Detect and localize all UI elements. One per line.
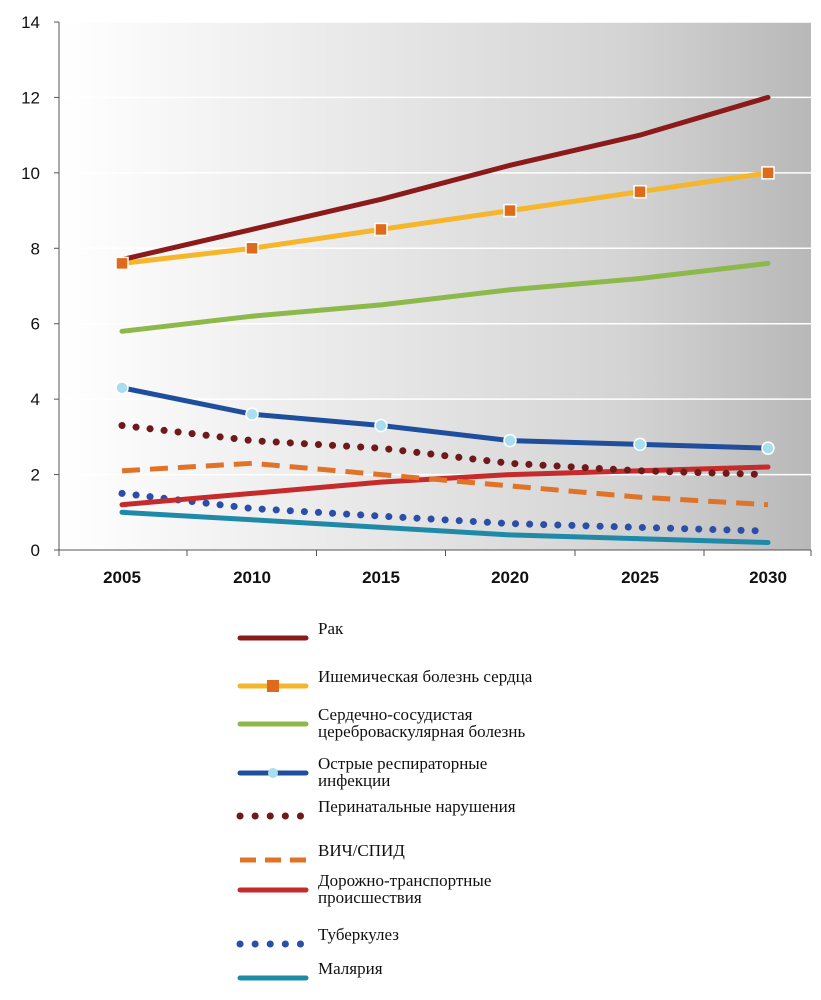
y-tick-label: 14 (21, 13, 40, 32)
legend-label: Малярия (318, 959, 383, 978)
legend-swatch (237, 680, 309, 692)
data-point-marker (115, 381, 129, 395)
series-markers (115, 166, 775, 455)
legend-label: ВИЧ/СПИД (318, 841, 405, 860)
legend-item: Сердечно-сосудистая цереброваскулярная б… (236, 706, 796, 746)
legend-item: Дорожно-транспортные происшествия (236, 872, 796, 912)
plot-background (59, 22, 811, 550)
y-tick-label: 6 (31, 315, 40, 334)
data-point-marker (503, 203, 517, 218)
legend-label: Ишемическая болезнь сердца (318, 667, 533, 686)
y-tick-label: 10 (21, 164, 40, 183)
chart-area: 0 2 4 6 8 10 12 14 2005 2010 2015 2020 2025 2030 (21, 13, 812, 587)
legend-label: Острые респираторные инфекции (318, 754, 488, 790)
legend-label: Дорожно-транспортные происшествия (318, 871, 492, 907)
legend-item: Туберкулез (236, 926, 796, 966)
axes: 0 2 4 6 8 10 12 14 2005 2010 2015 2020 2025 2030 (21, 13, 812, 587)
legend-swatch (237, 887, 309, 893)
x-tick-label: 2015 (362, 568, 400, 587)
series-line (119, 509, 771, 545)
legend-swatch (236, 812, 310, 820)
x-tick-label: 2025 (621, 568, 659, 587)
legend-item: Перинатальные нарушения (236, 798, 796, 838)
data-point-marker (245, 241, 259, 256)
series-line (119, 94, 771, 263)
data-point-marker (374, 222, 388, 237)
legend-swatch-marker (267, 680, 279, 692)
legend-item: Малярия (236, 960, 796, 1000)
legend-item: Острые респираторные инфекции (236, 755, 796, 795)
y-tick-label: 0 (31, 541, 40, 560)
series-line (119, 385, 771, 451)
legend-swatch (236, 940, 310, 948)
y-tick-label: 4 (31, 390, 40, 409)
line-chart: 0 2 4 6 8 10 12 14 2005 2010 2015 2020 2025 2030 (21, 13, 812, 587)
legend-item: Рак (236, 620, 796, 660)
series-line (118, 422, 772, 479)
legend-label: Туберкулез (318, 925, 400, 944)
legend-label: Сердечно-сосудистая цереброваскулярная б… (318, 705, 526, 741)
series-line (118, 489, 772, 535)
legend-item: ВИЧ/СПИД (236, 842, 796, 882)
y-tick-label: 8 (31, 239, 40, 258)
legend-swatch (237, 975, 309, 981)
data-point-marker (503, 433, 517, 448)
y-tick-label: 12 (21, 88, 40, 107)
series-line (119, 170, 771, 266)
data-point-marker (761, 441, 775, 455)
legend-swatch-marker (268, 768, 278, 778)
series-line (121, 460, 769, 508)
series-line (119, 260, 771, 334)
data-point-marker (245, 407, 259, 421)
series-lines (118, 94, 772, 545)
legend-label: Перинатальные нарушения (318, 797, 516, 816)
x-tick-label: 2005 (103, 568, 141, 587)
legend-swatch (240, 857, 306, 863)
legend-swatch (237, 721, 309, 727)
legend-item: Ишемическая болезнь сердца (236, 668, 796, 708)
data-point-marker (761, 166, 775, 180)
data-point-marker (633, 437, 647, 452)
legend-swatch (237, 768, 309, 778)
data-point-marker (374, 418, 388, 433)
data-point-marker (115, 256, 129, 271)
legend-label: Рак (318, 619, 344, 638)
x-tick-label: 2030 (749, 568, 787, 587)
x-tick-label: 2010 (233, 568, 271, 587)
data-point-marker (633, 184, 647, 199)
legend-swatch (237, 635, 309, 641)
x-tick-label: 2020 (491, 568, 529, 587)
y-tick-label: 2 (31, 466, 40, 485)
